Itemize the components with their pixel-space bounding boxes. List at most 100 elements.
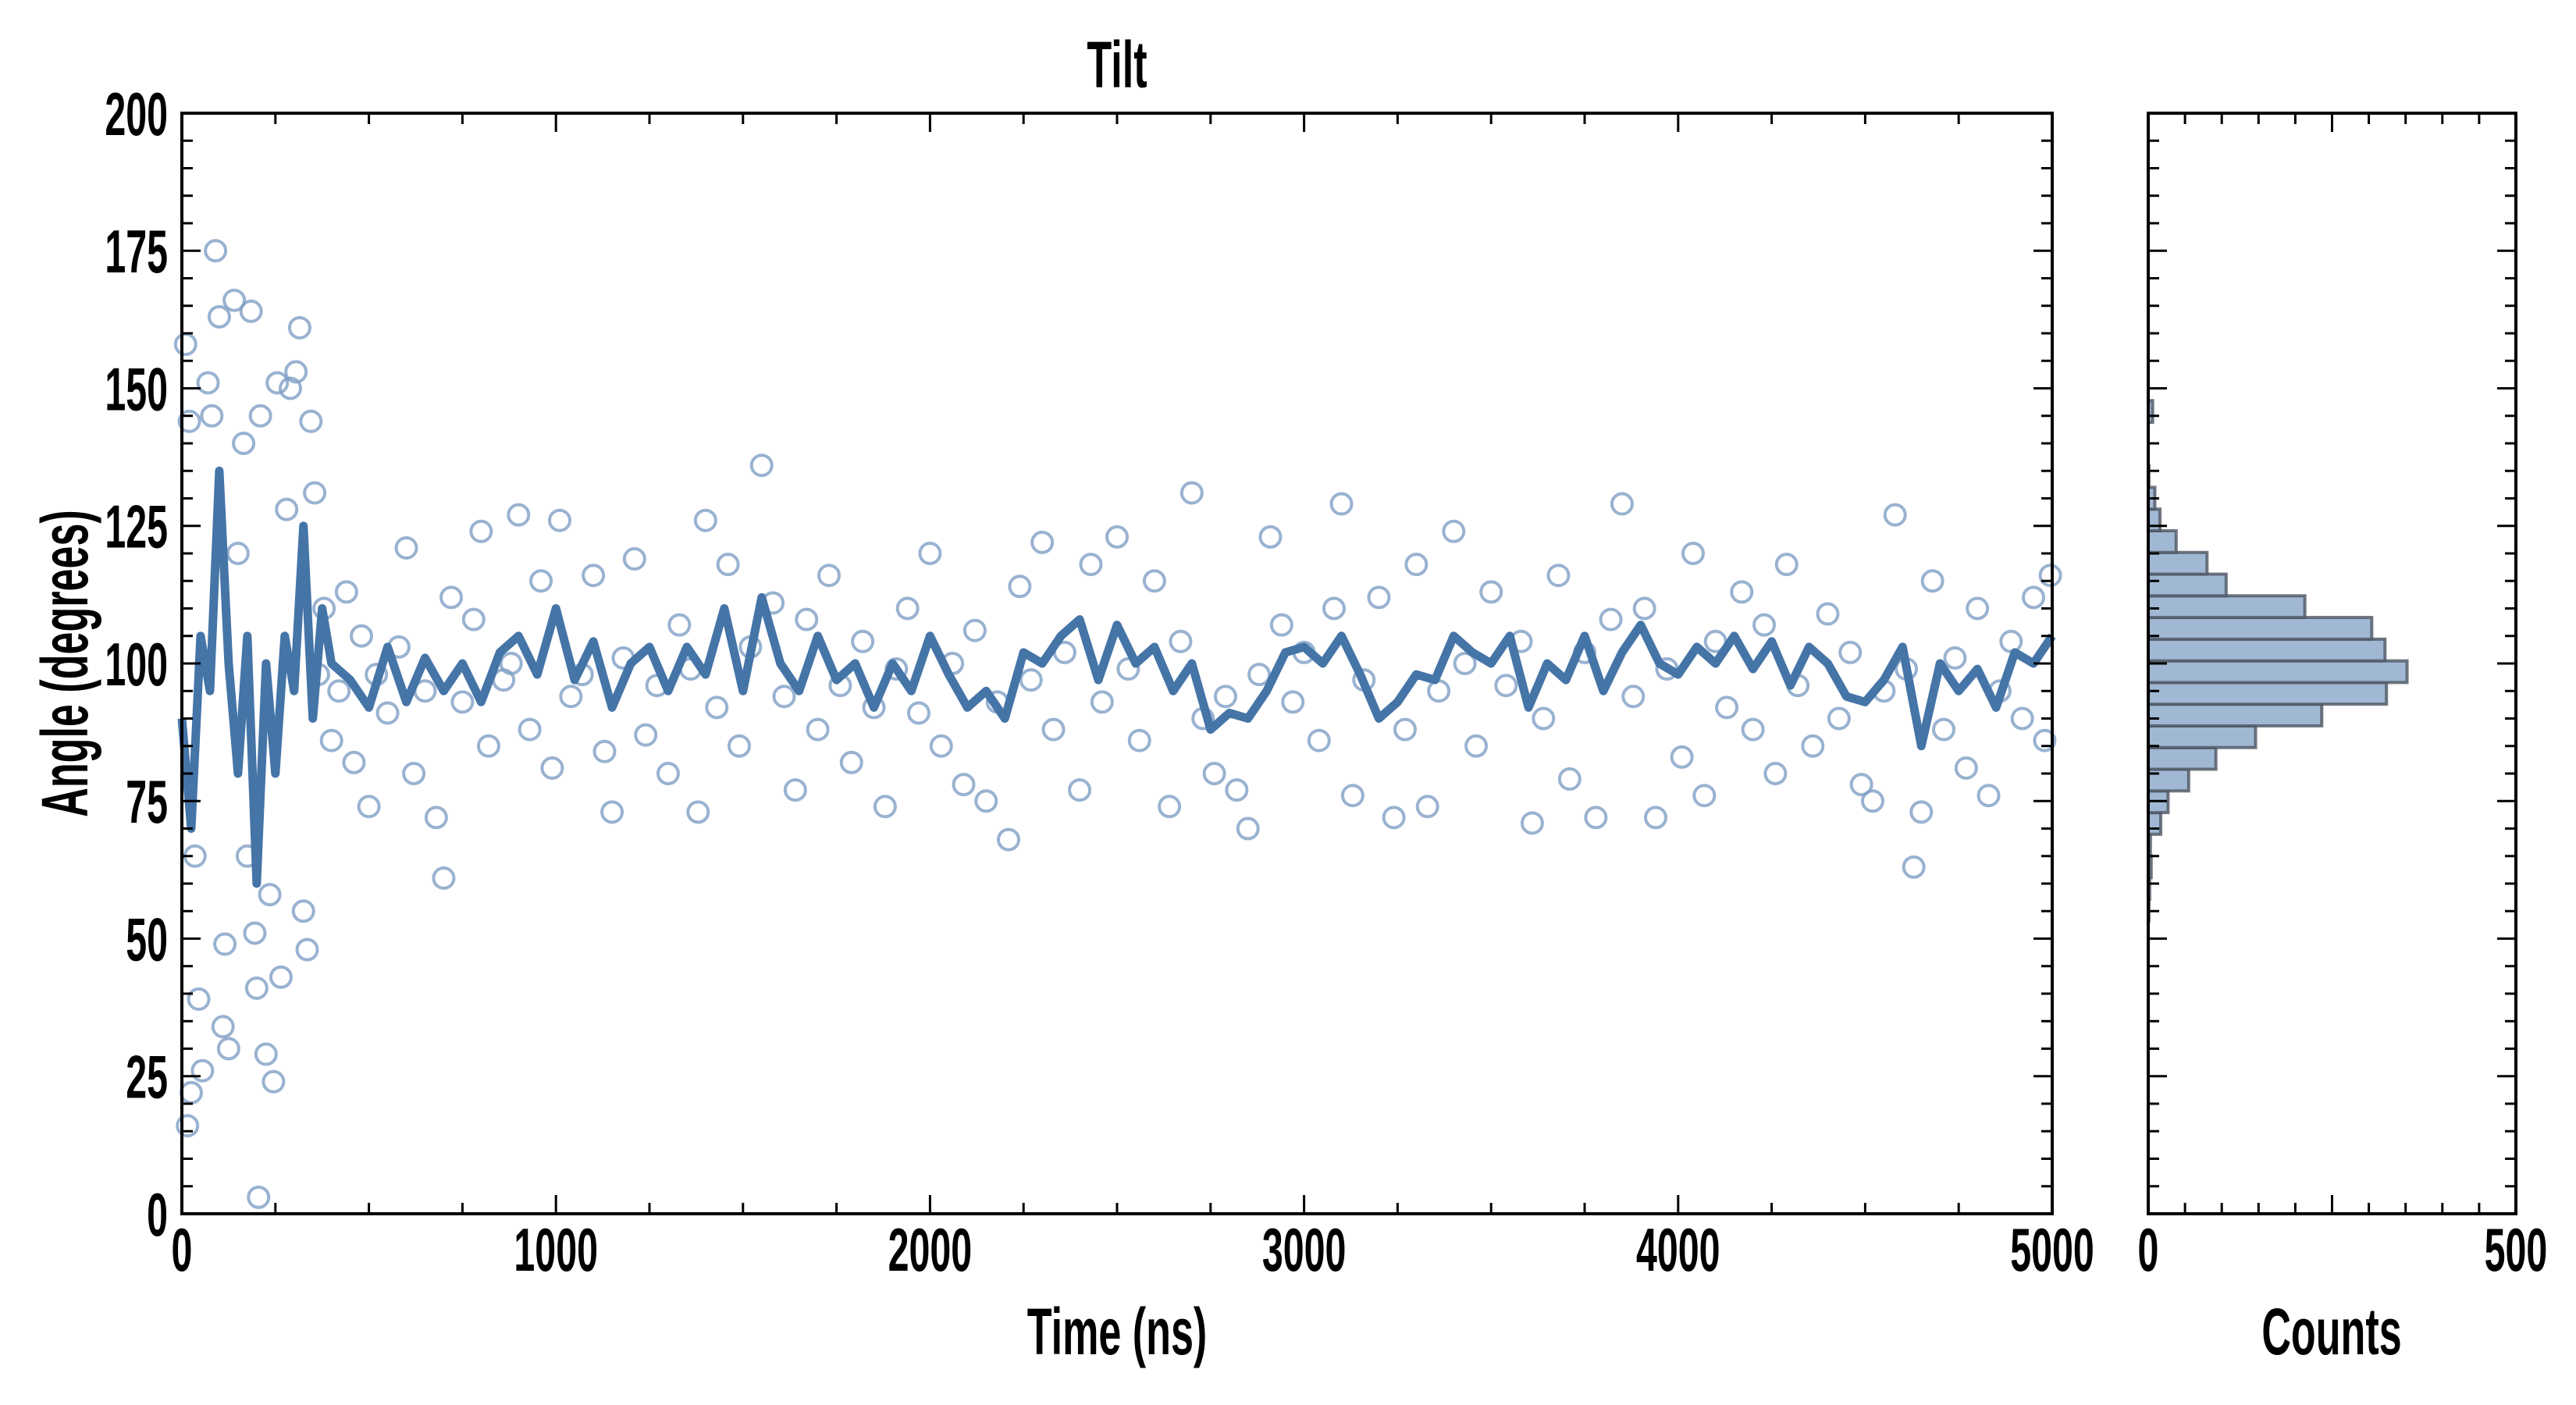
- scatter-point: [1307, 728, 1331, 752]
- scatter-point: [334, 580, 358, 604]
- scatter-point: [211, 1015, 235, 1039]
- scatter-point: [693, 508, 717, 532]
- scatter-point: [783, 778, 807, 802]
- scatter-point: [1976, 784, 2001, 808]
- x-tick-label: 5000: [2010, 1215, 2094, 1284]
- scatter-point: [1849, 773, 1873, 797]
- scatter-point: [547, 508, 571, 532]
- scatter-point: [1801, 734, 1825, 758]
- scatter-point: [895, 596, 920, 621]
- scatter-point: [239, 299, 263, 323]
- scatter-point: [929, 734, 953, 758]
- scatter-point: [1090, 690, 1114, 714]
- scatter-point: [1169, 629, 1193, 653]
- scatter-point: [319, 728, 343, 752]
- scatter-point: [287, 315, 311, 340]
- scatter-point: [291, 899, 315, 923]
- scatter-point: [226, 542, 250, 565]
- scatter-point: [299, 409, 323, 433]
- scatter-point: [1681, 542, 1705, 565]
- scatter-point: [1532, 706, 1556, 731]
- x-tick-label: 3000: [1262, 1215, 1347, 1284]
- scatter-point: [656, 762, 680, 785]
- scatter-point: [1546, 564, 1571, 588]
- scatter-point: [499, 652, 523, 675]
- scatter-point: [1225, 778, 1249, 802]
- scatter-point: [507, 503, 531, 527]
- x-tick-label: 0: [172, 1215, 193, 1284]
- scatter-point: [1741, 717, 1765, 742]
- scatter-point: [222, 288, 247, 312]
- scatter-point: [728, 734, 752, 758]
- scatter-point: [204, 239, 228, 263]
- scatter-point: [1236, 816, 1260, 841]
- scatter-point: [269, 965, 293, 989]
- histogram-bar: [2147, 811, 2163, 836]
- scatter-point: [1557, 767, 1582, 791]
- scatter-point: [1621, 685, 1646, 709]
- scatter-point: [1644, 806, 1668, 830]
- scatter-point: [634, 723, 658, 747]
- histogram-plot-area: [2147, 399, 2409, 923]
- y-tick-label: 75: [126, 767, 168, 836]
- scatter-point: [1816, 602, 1840, 626]
- scatter-point: [529, 569, 553, 593]
- scatter-point: [1382, 806, 1406, 830]
- y-tick-label: 100: [105, 630, 168, 699]
- scatter-point: [1427, 679, 1451, 703]
- scatter-point: [749, 454, 774, 478]
- scatter-point: [952, 773, 976, 797]
- x-tick-label: 1000: [514, 1215, 598, 1284]
- scatter-point: [2010, 706, 2034, 731]
- scatter-point: [342, 750, 366, 774]
- scatter-point: [173, 333, 197, 357]
- scatter-point: [1692, 784, 1717, 808]
- scatter-point: [187, 987, 211, 1012]
- scatter-point: [1158, 795, 1182, 819]
- scatter-point: [432, 866, 456, 890]
- scatter-point: [439, 585, 464, 610]
- scatter-point: [461, 607, 486, 631]
- scatter-point: [1442, 519, 1466, 543]
- scatter-point: [232, 432, 256, 455]
- scatter-point: [686, 800, 710, 824]
- scatter-point: [207, 304, 231, 329]
- scatter-point: [469, 519, 493, 543]
- scatter-point: [278, 376, 302, 400]
- scatter-point: [265, 371, 290, 395]
- scatter-point: [2033, 728, 2057, 752]
- scatter-point: [1730, 580, 1754, 604]
- scatter-point: [1127, 728, 1151, 752]
- scatter-point: [196, 371, 220, 395]
- histogram-bar: [2147, 724, 2258, 749]
- scatter-point: [243, 921, 267, 945]
- scatter-point: [327, 679, 351, 703]
- histogram-bar: [2147, 528, 2178, 554]
- scatter-point: [1247, 663, 1272, 687]
- scatter-point: [248, 404, 272, 428]
- scatter-point: [1142, 569, 1166, 593]
- scatter-point: [394, 535, 418, 560]
- y-tick-label: 50: [126, 905, 168, 974]
- scatter-point: [1213, 685, 1237, 709]
- scatter-point: [1670, 745, 1694, 769]
- scatter-point: [402, 762, 426, 785]
- histogram-bar: [2147, 659, 2409, 685]
- scatter-point: [254, 1042, 278, 1066]
- scatter-point: [592, 739, 617, 763]
- scatter-point: [1269, 613, 1293, 637]
- scatter-point: [1827, 706, 1851, 731]
- histogram-bar: [2147, 550, 2209, 576]
- scatter-point: [1367, 585, 1391, 610]
- y-tick-label: 0: [147, 1180, 168, 1249]
- scatter-point: [1520, 811, 1544, 835]
- scatter-point: [1763, 762, 1788, 785]
- scatter-point: [518, 717, 542, 742]
- scatter-point: [1041, 717, 1066, 742]
- running-average-line: [177, 466, 2056, 888]
- scatter-point: [1105, 525, 1129, 549]
- scatter-point: [806, 717, 830, 742]
- histogram-bar: [2147, 594, 2307, 620]
- chart-title: Tilt: [1087, 28, 1147, 101]
- scatter-point: [1920, 569, 1944, 593]
